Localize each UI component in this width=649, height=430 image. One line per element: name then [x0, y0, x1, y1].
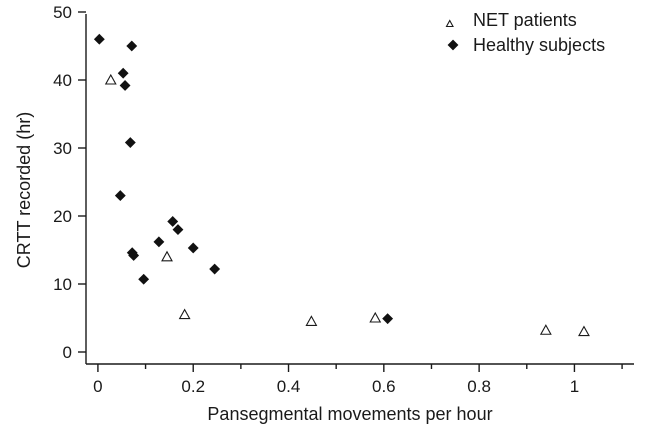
- x-tick-label: 0.6: [372, 377, 396, 396]
- healthy-subject-point: [93, 33, 105, 45]
- y-tick-label: 20: [53, 207, 72, 226]
- healthy-subject-point: [126, 40, 138, 52]
- x-tick-label: 0.4: [277, 377, 301, 396]
- y-tick-label: 0: [63, 343, 72, 362]
- healthy-subject-point: [114, 190, 126, 202]
- healthy-subject-point: [209, 263, 221, 275]
- legend: NET patients Healthy subjects: [445, 10, 605, 55]
- legend-triangle-marker: [445, 19, 454, 28]
- net-patient-point: [305, 315, 318, 326]
- x-axis-title: Pansegmental movements per hour: [207, 404, 492, 424]
- healthy-subject-point: [119, 80, 131, 91]
- y-tick-label: 10: [53, 275, 72, 294]
- healthy-subject-point: [167, 216, 179, 227]
- legend-diamond-marker: [447, 39, 459, 51]
- x-tick-label: 0.8: [467, 377, 491, 396]
- legend-item-net-patients: NET patients: [445, 10, 577, 30]
- y-tick-label: 30: [53, 139, 72, 158]
- legend-label-net-patients: NET patients: [473, 10, 577, 30]
- net-patient-point: [369, 311, 382, 323]
- net-patient-point: [178, 308, 191, 320]
- net-patient-point: [539, 324, 552, 335]
- data-points: [93, 33, 590, 337]
- x-tick-label: 0.2: [181, 377, 205, 396]
- x-tick-label: 1: [570, 377, 579, 396]
- y-tick-label: 50: [53, 3, 72, 22]
- y-tick-label: 40: [53, 71, 72, 90]
- series-healthy-subjects: [93, 33, 394, 325]
- healthy-subject-point: [382, 313, 394, 325]
- y-axis-title: CRTT recorded (hr): [14, 112, 34, 268]
- net-patient-point: [578, 325, 590, 337]
- healthy-subject-point: [187, 242, 199, 254]
- net-patient-point: [104, 73, 117, 85]
- net-patient-point: [161, 250, 173, 262]
- healthy-subject-point: [153, 236, 165, 248]
- axes: [85, 14, 634, 365]
- healthy-subject-point: [138, 273, 150, 285]
- healthy-subject-point: [172, 224, 184, 236]
- healthy-subject-point: [117, 67, 129, 79]
- x-tick-label: 0: [93, 377, 102, 396]
- healthy-subject-point: [128, 250, 140, 261]
- legend-label-healthy-subjects: Healthy subjects: [473, 35, 605, 55]
- series-net-patients: [104, 73, 590, 337]
- healthy-subject-point: [124, 137, 136, 148]
- legend-item-healthy-subjects: Healthy subjects: [447, 35, 605, 55]
